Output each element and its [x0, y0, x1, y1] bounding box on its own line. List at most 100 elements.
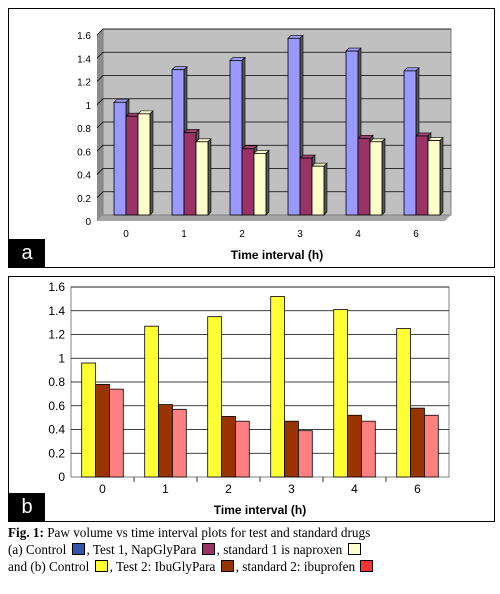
chart-a-bar	[253, 152, 267, 216]
chart-b-bar-group	[158, 404, 173, 478]
chart-a-ytick-label: 1.6	[77, 31, 91, 42]
chart-a-bar	[415, 135, 429, 216]
chart-a-bar-side	[149, 110, 154, 216]
chart-b-xtick-label: 1	[162, 482, 169, 496]
chart-a-xtick-label: 6	[413, 229, 419, 240]
chart-b-bar-group	[361, 420, 376, 478]
chart-b-bar	[424, 414, 439, 478]
chart-b-bar-group	[284, 420, 299, 478]
chart-a-bar	[311, 165, 325, 216]
panel-label-b: b	[9, 493, 45, 521]
chart-b-bar-group	[109, 388, 124, 478]
chart-b-bar	[221, 416, 236, 478]
chart-b-bar	[270, 296, 285, 478]
chart-b-ytick-label: 0.6	[48, 399, 65, 413]
chart-a-ytick-label: 0.4	[77, 171, 91, 182]
chart-a-gridline-wall	[96, 191, 104, 199]
chart-b-xtick-label: 3	[288, 482, 295, 496]
chart-b-bar	[298, 430, 313, 478]
chart-b-bar	[158, 404, 173, 478]
chart-a-bar-side	[265, 149, 270, 216]
caption-title: Paw volume vs time interval plots for te…	[47, 525, 371, 540]
chart-a-bar-group	[311, 162, 328, 216]
chart-a-bar	[113, 101, 127, 216]
chart-b-bar-group	[298, 430, 313, 478]
chart-a-xtick-label: 4	[355, 229, 361, 240]
chart-b-xtick-label: 2	[225, 482, 232, 496]
legend-swatch-b-control	[94, 560, 108, 572]
chart-a-gridline-wall	[96, 168, 104, 175]
chart-b-ytick-label: 1	[58, 351, 65, 365]
chart-b-bar	[81, 362, 96, 478]
chart-a-svg: 0 0.2 0.4 0.6 0.8 1 1.2 1.4 1.6 0 1 2 3 4 6 Time interv…	[77, 28, 452, 262]
chart-a-ytick-label: 1.2	[77, 78, 91, 89]
chart-a-bar	[403, 70, 417, 216]
caption-a-test: , Test 1, NapGlyPara	[86, 542, 197, 557]
chart-a-bar	[195, 141, 209, 216]
caption-a-standard: , standard 1 is naproxen	[216, 542, 343, 557]
chart-b-bar-group	[333, 309, 348, 478]
caption-line-3: and (b) Control , Test 2: IbuGlyPara , s…	[8, 558, 496, 575]
chart-a-gridline-wall	[96, 98, 104, 106]
chart-b-ytick-label: 0.8	[48, 375, 65, 389]
chart-b-xaxis-label: Time interval (h)	[214, 503, 306, 517]
chart-a-ytick-label: 0.8	[77, 124, 91, 135]
chart-a-floor	[97, 215, 451, 221]
legend-swatch-a-test	[201, 543, 215, 555]
chart-b-bar	[333, 309, 348, 478]
chart-a-gridline-wall	[96, 144, 104, 152]
panel-label-a: a	[9, 239, 45, 267]
chart-b-bar-group	[347, 414, 362, 478]
chart-b-bar	[396, 328, 411, 478]
chart-b-xtick-label: 4	[351, 482, 358, 496]
chart-b-ytick-label: 0	[58, 470, 65, 484]
legend-swatch-b-test	[220, 560, 234, 572]
chart-b-bar	[172, 408, 187, 478]
chart-a-bar-group	[369, 138, 386, 216]
chart-a-bar-side	[207, 138, 212, 216]
chart-b-bar	[410, 407, 425, 478]
chart-b-xtick-label: 0	[99, 482, 106, 496]
chart-panel-a: 0 0.2 0.4 0.6 0.8 1 1.2 1.4 1.6 0 1 2 3 4 6 Time interv…	[8, 8, 495, 268]
chart-a-bar	[171, 69, 185, 216]
chart-a-xaxis-label: Time interval (h)	[231, 248, 323, 262]
chart-b-bar-group	[95, 383, 110, 478]
chart-b-bar	[207, 316, 222, 478]
chart-b-ytick-label: 1.2	[48, 328, 65, 342]
chart-a-xtick-label: 3	[297, 229, 303, 240]
chart-b-bar-group	[235, 420, 250, 478]
chart-b-bar-group	[81, 362, 96, 478]
chart-b-ytick-label: 1.4	[48, 304, 65, 318]
chart-b-bar-group	[172, 408, 187, 478]
chart-a-ytick-label: 0.2	[77, 194, 91, 205]
chart-panel-b: 0 0.2 0.4 0.6 0.8 1 1.2 1.4 1.6 0 1 2 3 4 6 Time interv…	[8, 276, 495, 522]
caption-a-control: (a) Control	[8, 542, 67, 557]
chart-b-xtick-label: 6	[414, 482, 421, 496]
chart-a-bar-group	[137, 110, 154, 216]
legend-swatch-b-standard	[360, 560, 374, 572]
chart-b-ytick-label: 0.4	[48, 423, 65, 437]
chart-a-bar	[345, 50, 359, 216]
caption-b-standard: , standard 2: ibuprofen	[235, 559, 356, 574]
caption-line-1: Fig. 1: Paw volume vs time interval plot…	[8, 524, 496, 541]
chart-a-bar	[183, 132, 197, 216]
chart-b-bar-group	[221, 416, 236, 478]
chart-a-gridline-wall	[96, 28, 104, 36]
chart-a-xtick-label: 0	[123, 229, 129, 240]
chart-b-bar-group	[144, 325, 159, 478]
chart-b-ytick-label: 1.6	[48, 280, 65, 294]
figure-caption: Fig. 1: Paw volume vs time interval plot…	[8, 524, 496, 575]
chart-a-bar	[369, 141, 383, 216]
chart-a-bar-side	[381, 138, 386, 216]
chart-a-bar-group	[195, 138, 212, 216]
chart-b-bar	[347, 414, 362, 478]
chart-b-bar-group	[410, 407, 425, 478]
chart-b-bar	[95, 383, 110, 478]
chart-a-bar	[357, 137, 371, 216]
chart-a-gridline-wall	[96, 75, 104, 82]
chart-a-bar	[125, 115, 139, 216]
chart-a-ytick-label: 1	[85, 101, 91, 112]
chart-a-ytick-label: 0.6	[77, 147, 91, 158]
chart-b-bar	[284, 420, 299, 478]
chart-b-bar-group	[396, 328, 411, 478]
